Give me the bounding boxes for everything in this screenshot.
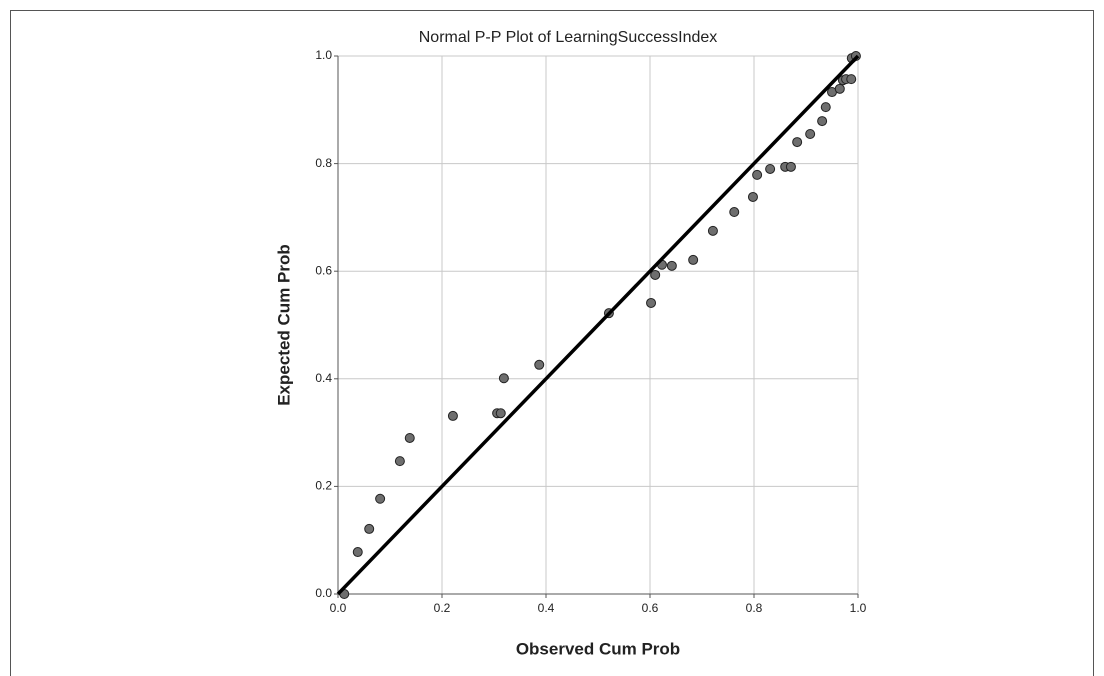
point bbox=[747, 191, 758, 202]
point bbox=[785, 161, 796, 172]
point bbox=[817, 116, 828, 127]
y-tick-label: 0.6 bbox=[315, 263, 332, 277]
y-tick-label: 0.8 bbox=[315, 156, 332, 170]
y-axis-label: Expected Cum Prob bbox=[274, 244, 293, 406]
point bbox=[447, 410, 458, 421]
y-tick-label: 1.0 bbox=[315, 48, 332, 62]
point bbox=[646, 297, 657, 308]
point bbox=[707, 225, 718, 236]
x-tick-label: 0.0 bbox=[330, 601, 347, 615]
chart-title: Normal P-P Plot of LearningSuccessIndex bbox=[419, 29, 718, 46]
point bbox=[792, 137, 803, 148]
point bbox=[834, 83, 845, 94]
x-axis-label: Observed Cum Prob bbox=[516, 639, 680, 658]
point bbox=[375, 493, 386, 504]
point bbox=[820, 102, 831, 113]
point bbox=[364, 523, 375, 534]
point bbox=[666, 260, 677, 271]
point bbox=[534, 359, 545, 370]
x-tick-label: 1.0 bbox=[850, 601, 867, 615]
point bbox=[846, 74, 857, 85]
point bbox=[352, 547, 363, 558]
point bbox=[495, 408, 506, 419]
x-tick-label: 0.8 bbox=[746, 601, 763, 615]
point bbox=[729, 207, 740, 218]
point bbox=[498, 373, 509, 384]
grid bbox=[334, 55, 859, 598]
reference-line bbox=[336, 54, 860, 596]
x-tick-label: 0.4 bbox=[538, 601, 555, 615]
point bbox=[752, 169, 763, 180]
frame bbox=[10, 10, 1094, 676]
point bbox=[404, 432, 415, 443]
point bbox=[394, 456, 405, 467]
y-tick-label: 0.4 bbox=[315, 371, 332, 385]
y-tick-label: 0.2 bbox=[315, 479, 332, 493]
point bbox=[765, 163, 776, 174]
point bbox=[650, 269, 661, 280]
point bbox=[805, 129, 816, 140]
x-tick-label: 0.6 bbox=[642, 601, 659, 615]
y-tick-label: 0.0 bbox=[315, 586, 332, 600]
point bbox=[688, 254, 699, 265]
x-tick-label: 0.2 bbox=[434, 601, 451, 615]
marks bbox=[336, 51, 861, 599]
